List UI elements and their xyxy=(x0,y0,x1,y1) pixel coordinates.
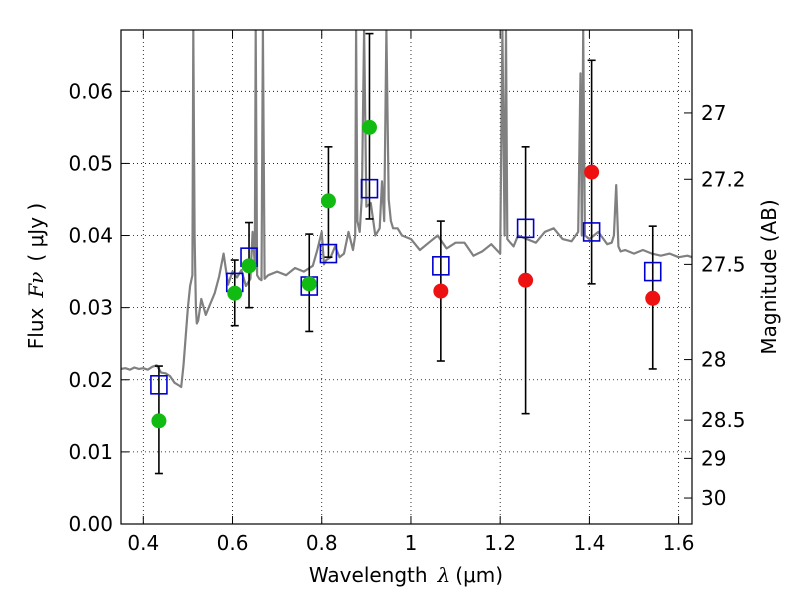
y2-tick-label: 29 xyxy=(701,446,726,470)
x-tick-label: 0.4 xyxy=(127,531,159,555)
detection-point xyxy=(320,193,336,209)
x-tick-label: 0.8 xyxy=(306,531,338,555)
x-tick-labels: 0.4 0.6 0.8 1 1.2 1.4 1.6 xyxy=(127,531,694,555)
detection-point xyxy=(241,258,257,274)
y2-tick-label: 27 xyxy=(701,101,726,125)
x-axis-title: Wavelength λ (μm) xyxy=(309,563,503,587)
x-tick-label: 1.4 xyxy=(573,531,605,555)
y2-tick-label: 30 xyxy=(701,486,726,510)
y-tick-label: 0.04 xyxy=(68,224,113,248)
spectrum-line xyxy=(121,30,692,389)
y-tick-label: 0.00 xyxy=(68,512,113,536)
upper-limit-point xyxy=(518,272,534,288)
detection-point xyxy=(361,119,377,135)
y-tick-label: 0.06 xyxy=(68,79,113,103)
y-tick-labels: 0.00 0.01 0.02 0.03 0.04 0.05 0.06 xyxy=(68,79,113,536)
model-point-square xyxy=(360,178,379,199)
spectrum-layer xyxy=(121,30,692,389)
y2-tick-label: 27.5 xyxy=(701,252,746,276)
detection-point xyxy=(301,276,317,292)
x-tick-label: 0.6 xyxy=(217,531,249,555)
model-point-square xyxy=(432,256,450,276)
y-tick-label: 0.03 xyxy=(68,296,113,320)
y-tick-label: 0.02 xyxy=(68,368,113,392)
plot-frame xyxy=(120,29,693,525)
y2-tick-label: 27.2 xyxy=(701,167,746,191)
y-tick-label: 0.05 xyxy=(68,151,113,175)
detection-point xyxy=(227,285,243,301)
x-tick-label: 1.2 xyxy=(484,531,516,555)
y2-tick-label: 28 xyxy=(701,348,726,372)
y2-tick-label: 28.5 xyxy=(701,408,746,432)
model-point-square xyxy=(643,261,662,282)
y-tick-label: 0.01 xyxy=(68,440,113,464)
model-point-square xyxy=(516,218,535,239)
model-point-square xyxy=(150,375,168,395)
upper-limit-point xyxy=(433,283,449,299)
x-tick-label: 1 xyxy=(405,531,418,555)
x-tick-label: 1.6 xyxy=(663,531,695,555)
grid-lines xyxy=(121,30,692,525)
y2-axis-title: Magnitude (AB) xyxy=(757,199,781,354)
y2-tick-labels: 27 27.2 27.5 28 28.5 29 30 xyxy=(701,101,746,510)
y-axis-title: FluxFν( μJy ) xyxy=(24,203,48,349)
axis-ticks xyxy=(121,30,692,525)
upper-limit-point xyxy=(584,164,600,180)
model-point-square xyxy=(582,222,601,242)
upper-limit-point xyxy=(645,290,661,306)
observed-points-layer xyxy=(151,119,661,429)
detection-point xyxy=(151,413,167,429)
model-point-square xyxy=(319,243,338,264)
